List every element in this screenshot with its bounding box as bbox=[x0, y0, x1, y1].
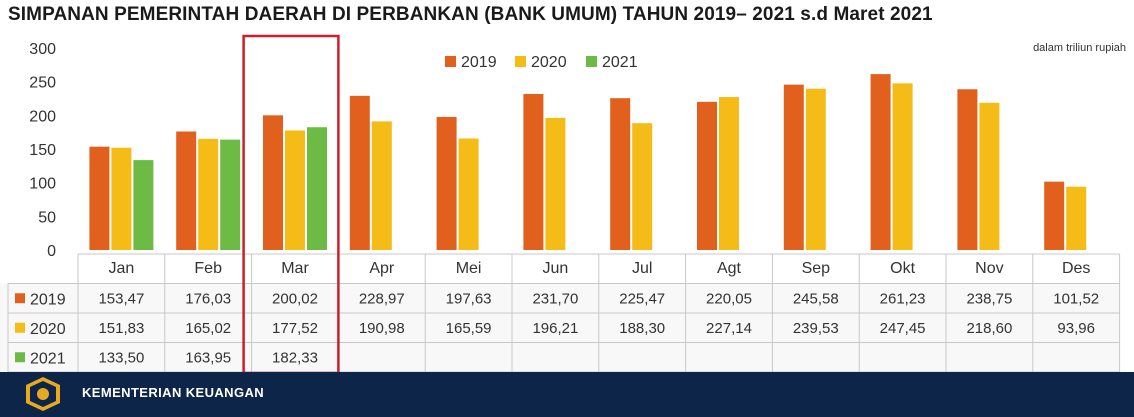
data-label: 197,63 bbox=[446, 291, 492, 308]
data-label: 196,21 bbox=[532, 320, 578, 337]
y-tick-label: 250 bbox=[29, 75, 56, 92]
data-label: 93,96 bbox=[1057, 320, 1095, 337]
data-label: 231,70 bbox=[532, 291, 578, 308]
bar-2019-Feb bbox=[176, 131, 197, 250]
unit-note: dalam triliun rupiah bbox=[1033, 42, 1126, 54]
row-header-2021: 2021 bbox=[30, 350, 66, 367]
bar-2020-Okt bbox=[892, 83, 913, 250]
data-label: 101,52 bbox=[1053, 291, 1099, 308]
data-label: 176,03 bbox=[185, 291, 231, 308]
data-label: 238,75 bbox=[966, 291, 1012, 308]
row-header-2020: 2020 bbox=[30, 321, 66, 338]
data-label: 225,47 bbox=[619, 291, 665, 308]
bar-2019-Mar bbox=[263, 115, 283, 250]
data-label: 182,33 bbox=[272, 350, 318, 367]
category-label: Feb bbox=[194, 260, 222, 277]
bar-2019-Des bbox=[1044, 181, 1065, 250]
y-tick-label: 150 bbox=[29, 142, 56, 159]
data-label: 190,98 bbox=[359, 320, 405, 337]
table-background bbox=[0, 283, 1120, 372]
bar-2020-Mei bbox=[458, 138, 479, 250]
bar-2020-Jul bbox=[632, 123, 653, 250]
row-legend-key-2021 bbox=[15, 352, 25, 363]
data-label: 228,97 bbox=[359, 291, 405, 308]
data-label: 218,60 bbox=[966, 320, 1012, 337]
category-label: Jun bbox=[543, 260, 569, 277]
category-label: Des bbox=[1062, 260, 1090, 277]
bar-2020-Agt bbox=[719, 97, 739, 250]
y-tick-label: 300 bbox=[29, 41, 56, 58]
bar-2019-Sep bbox=[783, 84, 804, 251]
data-label: 245,58 bbox=[793, 291, 839, 308]
bar-2020-Jun bbox=[545, 117, 566, 250]
bar-2019-Apr bbox=[349, 95, 370, 250]
data-label: 188,30 bbox=[619, 320, 665, 337]
chart-title: SIMPANAN PEMERINTAH DAERAH DI PERBANKAN … bbox=[8, 4, 933, 25]
category-label: Jan bbox=[109, 260, 135, 277]
bar-2020-Des bbox=[1066, 186, 1087, 250]
bar-2020-Nov bbox=[979, 102, 1000, 251]
bar-2019-Okt bbox=[870, 74, 891, 250]
data-label: 247,45 bbox=[880, 320, 926, 337]
data-label: 227,14 bbox=[706, 320, 752, 337]
bar-2019-Jun bbox=[523, 93, 544, 250]
bar-2021-Feb bbox=[220, 139, 241, 250]
data-label: 133,50 bbox=[98, 350, 144, 367]
y-tick-label: 50 bbox=[38, 209, 56, 226]
data-label: 239,53 bbox=[793, 320, 839, 337]
data-label: 163,95 bbox=[185, 350, 231, 367]
bar-2019-Agt bbox=[697, 101, 717, 250]
bar-2021-Mar bbox=[307, 127, 327, 250]
data-label: 165,02 bbox=[185, 320, 231, 337]
legend-key-2019 bbox=[445, 56, 456, 67]
bar-2020-Jan bbox=[111, 147, 132, 250]
footer-bar: KEMENTERIAN KEUANGAN bbox=[0, 372, 1134, 417]
data-label: 151,83 bbox=[98, 320, 144, 337]
bar-2021-Jan bbox=[133, 160, 154, 250]
data-label: 165,59 bbox=[446, 320, 492, 337]
category-label: Sep bbox=[802, 260, 831, 277]
bar-2019-Nov bbox=[957, 89, 978, 250]
category-label: Agt bbox=[717, 260, 742, 277]
data-label: 153,47 bbox=[98, 291, 144, 308]
row-header-2019: 2019 bbox=[30, 291, 66, 308]
bar-2019-Mei bbox=[436, 116, 457, 250]
category-label: Jul bbox=[632, 260, 652, 277]
row-legend-key-2019 bbox=[15, 293, 25, 304]
legend-key-2021 bbox=[586, 56, 597, 67]
data-label: 177,52 bbox=[272, 320, 318, 337]
legend-label-2020: 2020 bbox=[531, 54, 567, 71]
category-label: Mei bbox=[456, 260, 482, 277]
bar-2019-Jul bbox=[610, 98, 631, 250]
data-label: 200,02 bbox=[272, 291, 318, 308]
bar-chart: 0 50 100 150 200 250 300 Jan 153,47 151,83 133,50 F… bbox=[0, 34, 1121, 372]
category-label: Mar bbox=[281, 260, 309, 277]
bar-2019-Jan bbox=[89, 146, 110, 250]
category-label: Apr bbox=[369, 260, 395, 277]
data-label: 220,05 bbox=[706, 291, 752, 308]
legend-label-2021: 2021 bbox=[602, 54, 638, 71]
bar-2020-Feb bbox=[198, 138, 219, 250]
data-label: 261,23 bbox=[880, 291, 926, 308]
bar-2020-Sep bbox=[805, 88, 826, 251]
legend-key-2020 bbox=[515, 56, 526, 67]
legend-label-2019: 2019 bbox=[461, 54, 497, 71]
bar-2020-Mar bbox=[285, 130, 305, 250]
y-tick-label: 0 bbox=[47, 243, 56, 260]
category-label: Okt bbox=[890, 260, 915, 277]
y-tick-label: 200 bbox=[29, 108, 56, 125]
y-tick-label: 100 bbox=[29, 176, 56, 193]
ministry-logo-icon bbox=[26, 377, 60, 411]
footer-text: KEMENTERIAN KEUANGAN bbox=[82, 385, 265, 400]
bar-2020-Apr bbox=[371, 121, 392, 250]
category-label: Nov bbox=[975, 260, 1003, 277]
highlight-box bbox=[242, 34, 340, 372]
row-legend-key-2020 bbox=[15, 322, 25, 333]
